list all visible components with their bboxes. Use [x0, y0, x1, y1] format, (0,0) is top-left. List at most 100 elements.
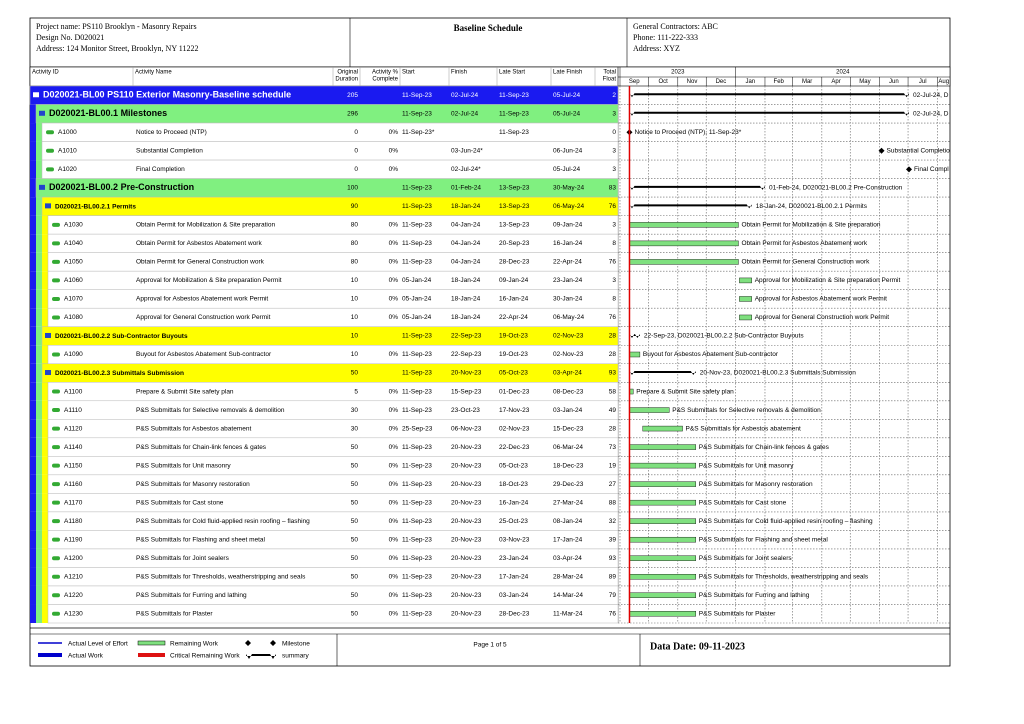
activity-name: P&S Submittals for Asbestos abatement — [136, 425, 251, 432]
start: 11-Sep-23 — [402, 555, 432, 562]
start: 11-Sep-23 — [402, 259, 432, 266]
activity-id: A1180 — [64, 518, 83, 525]
percent-complete: 0% — [389, 573, 399, 580]
late-start: 22-Dec-23 — [499, 444, 530, 451]
total-float: 3 — [612, 166, 616, 173]
indent-stripe — [30, 456, 36, 475]
late-start: 20-Sep-23 — [499, 240, 530, 247]
row-icon — [52, 426, 60, 431]
duration: 50 — [351, 444, 359, 451]
column-header: Activity % — [372, 70, 399, 76]
bar-label: P&S Submittals for Cast stone — [699, 499, 787, 506]
indent-stripe — [36, 493, 42, 512]
legend-swatch — [137, 640, 166, 646]
activity-id: A1120 — [64, 425, 83, 432]
activity-row — [47, 344, 619, 365]
total-float: 73 — [609, 444, 617, 451]
indent-stripe — [36, 400, 42, 420]
finish: 15-Sep-23 — [451, 388, 482, 395]
activity-row — [47, 270, 619, 290]
percent-complete: 0% — [389, 425, 399, 432]
indent-stripe — [30, 604, 36, 623]
row-icon — [39, 184, 45, 190]
start: 11-Sep-23 — [402, 444, 432, 451]
wbs-title: D020021-BL00 PS110 Exterior Masonry-Base… — [43, 90, 291, 100]
bar-label: Approval for Mobilization & Site prepara… — [755, 277, 901, 284]
finish: 20-Nov-23 — [451, 499, 482, 506]
total-float: 28 — [609, 425, 617, 432]
row-icon — [39, 110, 45, 116]
wbs-code: D020021-BL00.1 — [49, 108, 118, 118]
indent-stripe — [30, 271, 36, 290]
activity-id: A1100 — [64, 388, 83, 395]
indent-stripe — [30, 567, 36, 586]
start: 11-Sep-23 — [402, 222, 432, 229]
phone: Phone: 111-222-333 — [633, 33, 698, 42]
indent-stripe — [36, 511, 42, 531]
activity-row — [47, 400, 619, 420]
indent-stripe — [42, 382, 48, 401]
percent-complete: 0% — [389, 240, 399, 247]
row-icon — [52, 259, 60, 264]
total-float: 3 — [612, 277, 616, 284]
late-finish: 03-Apr-24 — [553, 370, 582, 377]
duration: 10 — [351, 333, 359, 340]
bar-label: Approval for Asbestos Abatement work Per… — [755, 296, 887, 303]
total-float: 3 — [612, 110, 616, 117]
activity-row — [47, 252, 619, 272]
late-finish: 16-Jan-24 — [553, 240, 583, 247]
bar-label: P&S Submittals for Selective removals & … — [672, 407, 821, 414]
start: 11-Sep-23* — [402, 129, 435, 136]
activity-id: A1080 — [64, 314, 83, 321]
row-icon — [52, 519, 60, 524]
activity-name: Substantial Completion — [136, 148, 203, 155]
activity-name: Approval for General Construction work P… — [136, 314, 271, 321]
late-finish: 06-May-24 — [553, 314, 584, 321]
row-icon — [46, 148, 54, 153]
duration: 50 — [351, 610, 359, 617]
remaining-work-bar — [739, 296, 752, 302]
total-float: 89 — [609, 573, 617, 580]
finish: 04-Jan-24 — [451, 240, 481, 247]
late-finish: 30-May-24 — [553, 185, 584, 192]
bar-label: Obtain Permit for Mobilization & Site pr… — [741, 222, 880, 229]
start: 25-Sep-23 — [402, 425, 433, 432]
indent-stripe — [36, 363, 42, 383]
bar-label: P&S Submittals for Masonry restoration — [699, 481, 813, 488]
legend-swatch — [246, 654, 276, 659]
bar-label: P&S Submittals for Asbestos abatement — [686, 425, 801, 432]
finish: 04-Jan-24 — [451, 222, 481, 229]
late-start: 16-Jan-24 — [499, 499, 529, 506]
late-finish: 22-Apr-24 — [553, 259, 582, 266]
wbs-title: D020021-BL00.2.3 Submittals Submission — [55, 370, 184, 377]
row-icon — [52, 500, 60, 505]
bar-label: P&S Submittals for Chain-link fences & g… — [699, 444, 830, 451]
start: 05-Jan-24 — [402, 277, 432, 284]
activity-id: A1190 — [64, 536, 83, 543]
start: 11-Sep-23 — [402, 592, 432, 599]
indent-stripe — [30, 178, 36, 198]
total-float: 19 — [609, 462, 617, 469]
indent-stripe — [36, 530, 42, 549]
legend-label: Milestone — [282, 641, 310, 648]
indent-stripe — [36, 456, 42, 475]
finish: 20-Nov-23 — [451, 592, 482, 599]
late-start: 02-Nov-23 — [499, 425, 530, 432]
indent-stripe — [42, 511, 48, 531]
indent-stripe — [42, 234, 48, 253]
total-float: 28 — [609, 351, 617, 358]
late-start: 28-Dec-23 — [499, 259, 530, 266]
duration: 0 — [354, 129, 358, 136]
activity-id: A1050 — [64, 259, 83, 266]
bar-label: Obtain Permit for General Construction w… — [741, 259, 870, 266]
contractor: General Contractors: ABC — [633, 22, 718, 31]
remaining-work-bar — [629, 499, 697, 506]
duration: 50 — [351, 536, 359, 543]
bar-label: P&S Submittals for Unit masonry — [699, 462, 794, 469]
activity-row — [47, 511, 619, 531]
activity-name: P&S Submittals for Selective removals & … — [136, 407, 285, 414]
row-icon — [52, 296, 60, 301]
remaining-work-bar — [629, 240, 739, 247]
finish: 03-Jun-24* — [451, 148, 483, 155]
indent-stripe — [36, 382, 42, 401]
